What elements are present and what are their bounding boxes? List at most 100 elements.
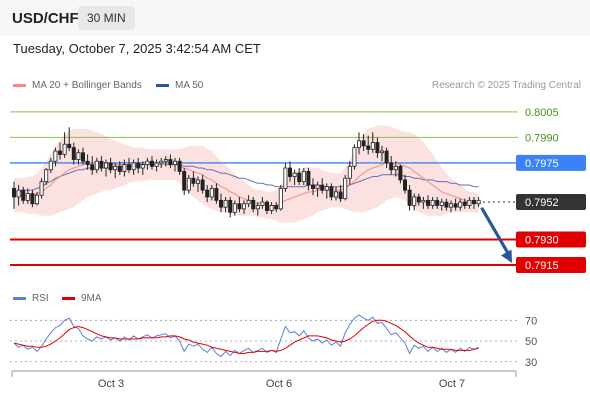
candle-body [453,203,458,208]
candle-body [149,160,154,167]
candle-body [11,188,16,198]
top-bar: USD/CHF 30 MIN [0,0,590,36]
candle-body [136,162,141,169]
candle-body [16,189,21,198]
candle [412,193,417,211]
candle-body [58,150,63,155]
legend-rsi: RSI [13,293,49,304]
candle [343,174,348,201]
candle-body [117,165,122,172]
candle-body [278,188,283,210]
candle [81,147,86,165]
candle-body [228,199,233,213]
candle [108,157,113,174]
candle [306,168,311,191]
candle-body [71,147,76,160]
candle [113,162,118,179]
candle [177,157,182,175]
candle [379,145,384,162]
x-tick-label: Oct 3 [98,378,124,390]
level-label: 0.7952 [525,197,559,209]
candle [136,157,141,174]
candle [122,159,127,177]
candle [407,185,412,211]
candle-body [48,160,53,171]
candle [251,196,256,213]
candle [71,142,76,165]
candle-body [384,150,389,164]
candle [172,157,177,172]
candle [25,188,30,204]
legend-ma20-label: MA 20 + Bollinger Bands [32,80,142,91]
candle-body [471,199,476,205]
timeframe-button[interactable]: 30 MIN [78,6,135,30]
candle-body [251,199,256,210]
candle [462,198,467,209]
candle-body [246,199,251,205]
candle [182,168,187,196]
symbol-title: USD/CHF [12,10,79,27]
candle [85,154,90,170]
candle-body [430,199,435,206]
candle [191,171,196,187]
level-label: 0.7975 [525,158,559,170]
candle [292,169,297,186]
x-tick-label: Oct 6 [266,378,292,390]
candle [168,154,173,169]
candle [131,159,136,175]
candle [11,181,16,209]
candle-body [113,165,118,171]
candle-body [186,177,191,191]
candle-body [292,172,297,177]
candle-body [159,160,164,164]
legend-ma20-swatch [13,83,26,87]
candle-body [356,140,361,149]
candle [444,198,449,211]
candle [58,142,63,160]
rsi-tick-label: 70 [525,315,537,327]
candle-body [462,201,467,206]
candle-body [35,194,40,205]
candle-body [361,140,366,147]
candle-body [416,196,421,203]
candle [347,161,352,186]
candle-body [122,164,127,172]
candle [30,190,35,208]
forecast-arrow-head [501,249,512,263]
candle [471,196,476,209]
candle-body [458,201,463,208]
candle [94,157,99,174]
candle-body [393,165,398,171]
candle [127,157,132,174]
level-label: 0.7915 [525,260,559,272]
candle [366,135,371,155]
candle [315,181,320,197]
candle [402,174,407,194]
candle-body [421,199,426,203]
candle-body [412,196,417,206]
candle-body [140,164,145,169]
legend-ma50: MA 50 [156,80,203,91]
candle [67,127,72,152]
candle [398,164,403,184]
candle-body [269,205,274,211]
candle [356,132,361,155]
candle-body [218,199,223,208]
level-label: 0.8005 [525,107,559,119]
candle-body [310,184,315,189]
candle-body [352,147,357,167]
candle [389,156,394,175]
candle [53,147,58,167]
legend-ma20: MA 20 + Bollinger Bands [13,80,142,91]
candle-body [324,186,329,191]
candle [223,196,228,213]
candle-body [338,191,343,200]
candle-body [21,189,26,201]
level-label: 0.7990 [525,132,559,144]
candle [140,161,145,175]
candle-body [39,181,44,196]
candle [274,202,279,213]
candle-body [467,199,472,206]
candle-body [301,171,306,183]
candle-body [168,159,173,166]
